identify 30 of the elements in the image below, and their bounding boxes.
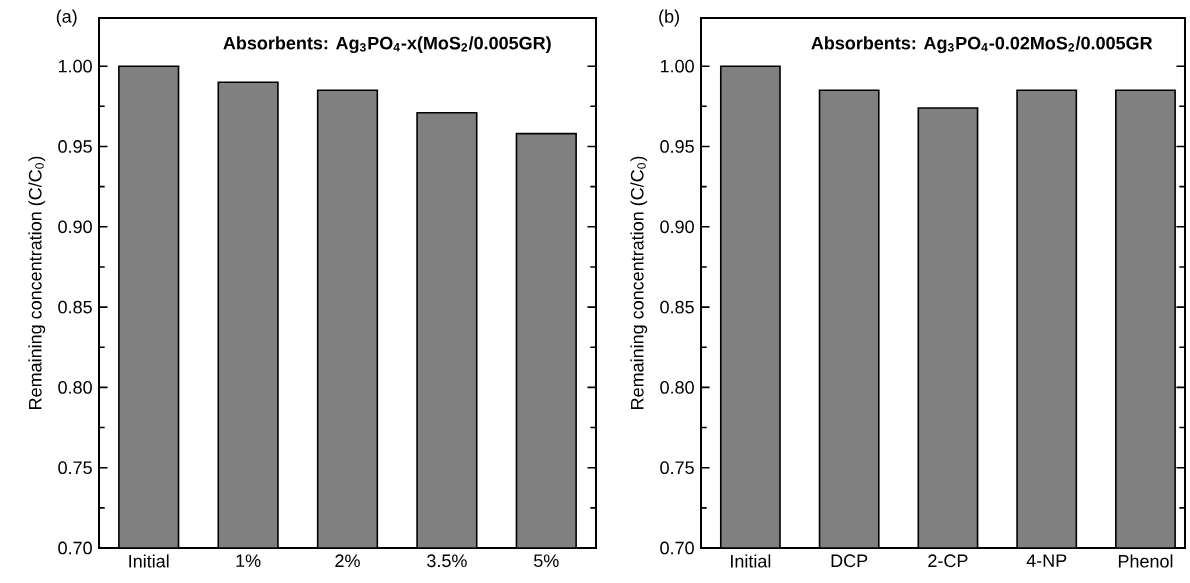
x-tick-label: Initial: [731, 554, 771, 568]
x-tick-label: 2%: [335, 554, 360, 568]
x-tick-label: Phenol: [1118, 554, 1173, 568]
y-tick-label: 0.85: [58, 300, 92, 314]
x-tick-label: 2-CP: [928, 554, 968, 568]
text: (b): [659, 9, 679, 27]
y-tick-label: 0.70: [660, 541, 694, 555]
y-tick-label: 0.70: [58, 541, 92, 555]
y-tick-label: 0.90: [58, 220, 92, 234]
y-tick-label: 0.95: [660, 140, 694, 153]
text: (a): [56, 9, 77, 27]
y-tick-label: 0.75: [58, 461, 92, 475]
x-tick-label: 4-NP: [1026, 554, 1067, 567]
y-tick-label: 0.75: [660, 461, 694, 475]
x-tick-label: Initial: [129, 554, 169, 568]
x-tick-label: DCP: [831, 554, 868, 568]
x-tick-label: 5%: [534, 554, 559, 568]
y-tick-label: 0.95: [58, 140, 92, 153]
text: Absorbents: Ag$_{3}$PO$_{4}$-0.02MoS$_{2}$/0.005GR: [811, 36, 1153, 54]
y-tick-label: 0.80: [660, 381, 694, 394]
y-tick-label: 1.00: [660, 59, 694, 73]
text: Absorbents: Ag$_{3}$PO$_{4}$-x(MoS$_{2}$/0.005GR): [223, 36, 551, 54]
y-tick-label: 0.90: [660, 220, 694, 234]
y-axis-title: Remaining concentration (C/C$_{0}$): [28, 156, 46, 409]
y-tick-label: 0.85: [660, 300, 694, 314]
x-tick-label: 1%: [236, 554, 261, 567]
y-tick-label: 1.00: [58, 59, 92, 73]
y-tick-label: 0.80: [58, 381, 92, 394]
x-tick-label: 3.5%: [427, 554, 467, 568]
y-axis-title: Remaining concentration (C/C$_{0}$): [630, 156, 648, 409]
